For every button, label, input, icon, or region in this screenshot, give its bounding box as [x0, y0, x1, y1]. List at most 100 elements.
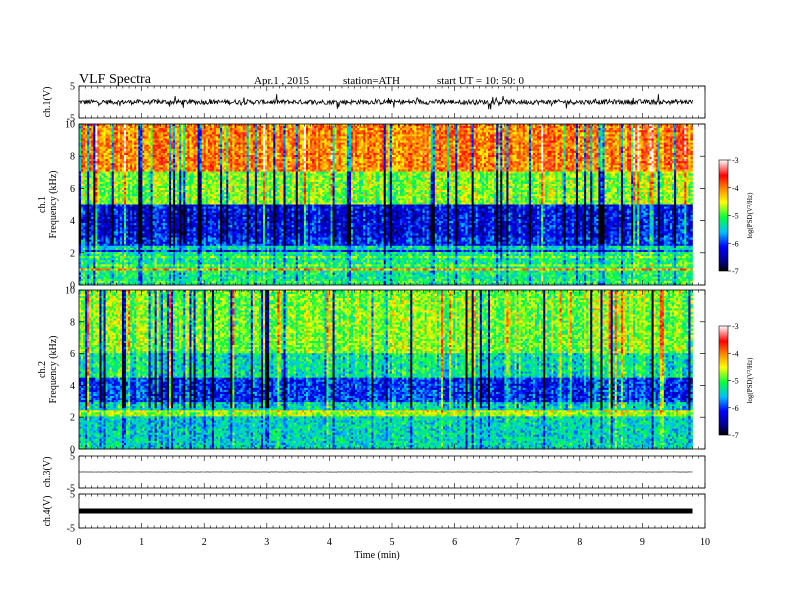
spectrogram-cell [104, 147, 106, 149]
spectrogram-cell [138, 219, 140, 221]
spectrogram-cell [106, 132, 108, 134]
spectrogram-cell [114, 213, 116, 215]
spectrogram-cell [124, 200, 126, 202]
spectrogram-cell [97, 128, 99, 130]
spectrogram-cell [95, 196, 97, 198]
spectrogram-cell [116, 281, 118, 283]
spectrogram-cell [83, 235, 85, 237]
spectrogram-cell [93, 147, 95, 149]
spectrogram-cell [134, 180, 136, 182]
spectrogram-cell [124, 184, 126, 186]
spectrogram-cell [134, 254, 136, 256]
spectrogram-cell [159, 213, 161, 215]
spectrogram-cell [163, 159, 165, 161]
spectrogram-cell [146, 219, 148, 221]
spectrogram-cell [144, 256, 146, 258]
spectrogram-cell [118, 141, 120, 143]
spectrogram-cell [146, 141, 148, 143]
spectrogram-cell [138, 149, 140, 151]
spectrogram-cell [159, 174, 161, 176]
spectrogram-cell [138, 138, 140, 140]
spectrogram-cell [151, 277, 153, 279]
spectrogram-cell [163, 207, 165, 209]
spectrogram-cell [104, 134, 106, 136]
spectrogram-cell [165, 205, 167, 207]
spectrogram-cell [161, 145, 163, 147]
spectrogram-cell [110, 147, 112, 149]
spectrogram-cell [165, 264, 167, 266]
spectrogram-cell [159, 217, 161, 219]
spectrogram-cell [81, 126, 83, 128]
spectrogram-cell [132, 136, 134, 138]
spectrogram-cell [163, 215, 165, 217]
spectrogram-cell [112, 281, 114, 283]
spectrogram-cell [155, 233, 157, 235]
spectrogram-cell [138, 198, 140, 200]
spectrogram-cell [91, 221, 93, 223]
spectrogram-cell [89, 180, 91, 182]
spectrogram-cell [157, 207, 159, 209]
spectrogram-cell [128, 264, 130, 266]
spectrogram-cell [157, 242, 159, 244]
spectrogram-cell [167, 132, 169, 134]
spectrogram-cell [144, 250, 146, 252]
spectrogram-cell [101, 130, 103, 132]
spectrogram-cell [99, 145, 101, 147]
spectrogram-cell [101, 157, 103, 159]
spectrogram-cell [151, 161, 153, 163]
spectrogram-cell [126, 229, 128, 231]
spectrogram-cell [118, 223, 120, 225]
spectrogram-cell [83, 138, 85, 140]
spectrogram-cell [108, 229, 110, 231]
spectrogram-cell [108, 273, 110, 275]
spectrogram-cell [153, 266, 155, 268]
spectrogram-cell [83, 143, 85, 145]
spectrogram-cell [110, 217, 112, 219]
spectrogram-cell [104, 233, 106, 235]
spectrogram-cell [97, 258, 99, 260]
spectrogram-cell [126, 163, 128, 165]
spectrogram-cell [114, 271, 116, 273]
spectrogram-cell [95, 219, 97, 221]
spectrogram-cell [108, 136, 110, 138]
spectrogram-cell [122, 238, 124, 240]
spectrogram-cell [87, 141, 89, 143]
spectrogram-cell [89, 211, 91, 213]
spectrogram-cell [112, 134, 114, 136]
spectrogram-cell [87, 223, 89, 225]
spectrogram-cell [112, 132, 114, 134]
spectrogram-cell [81, 190, 83, 192]
spectrogram-cell [85, 169, 87, 171]
spectrogram-cell [89, 143, 91, 145]
spectrogram-cell [85, 271, 87, 273]
spectrogram-cell [89, 194, 91, 196]
spectrogram-cell [112, 180, 114, 182]
spectrogram-cell [110, 271, 112, 273]
spectrogram-cell [146, 229, 148, 231]
spectrogram-cell [97, 153, 99, 155]
spectrogram-cell [97, 149, 99, 151]
spectrogram-cell [106, 281, 108, 283]
spectrogram-cell [163, 136, 165, 138]
spectrogram-cell [159, 254, 161, 256]
spectrogram-cell [97, 145, 99, 147]
spectrogram-cell [153, 268, 155, 270]
spectrogram-cell [114, 217, 116, 219]
spectrogram-cell [104, 207, 106, 209]
spectrogram-cell [163, 238, 165, 240]
spectrogram-cell [108, 235, 110, 237]
spectrogram-cell [95, 281, 97, 283]
spectrogram-cell [134, 153, 136, 155]
spectrogram-cell [83, 194, 85, 196]
spectrogram-cell [101, 205, 103, 207]
spectrogram-cell [106, 264, 108, 266]
spectrogram-cell [151, 151, 153, 153]
spectrogram-cell [99, 260, 101, 262]
spectrogram-cell [157, 262, 159, 264]
spectrogram-cell [167, 266, 169, 268]
spectrogram-cell [104, 141, 106, 143]
spectrogram-cell [118, 161, 120, 163]
spectrogram-cell [118, 128, 120, 130]
spectrogram-cell [126, 141, 128, 143]
spectrogram-cell [161, 209, 163, 211]
